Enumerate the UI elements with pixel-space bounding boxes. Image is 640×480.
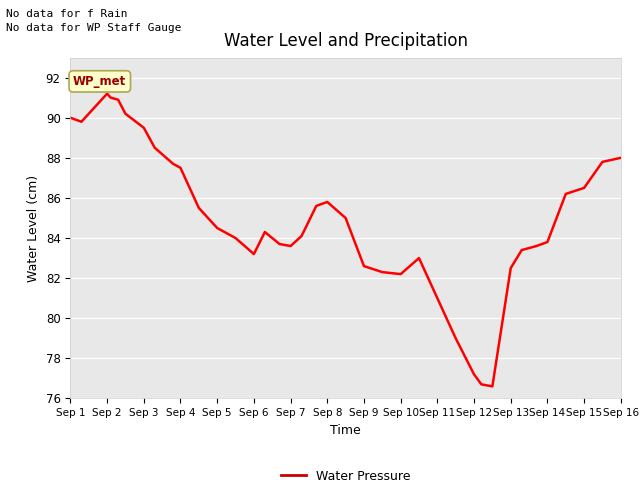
Text: WP_met: WP_met bbox=[73, 75, 127, 88]
X-axis label: Time: Time bbox=[330, 424, 361, 437]
Text: No data for f Rain: No data for f Rain bbox=[6, 9, 128, 19]
Text: No data for WP Staff Gauge: No data for WP Staff Gauge bbox=[6, 23, 182, 33]
Title: Water Level and Precipitation: Water Level and Precipitation bbox=[223, 33, 468, 50]
Legend: Water Pressure: Water Pressure bbox=[276, 465, 415, 480]
Y-axis label: Water Level (cm): Water Level (cm) bbox=[27, 174, 40, 282]
